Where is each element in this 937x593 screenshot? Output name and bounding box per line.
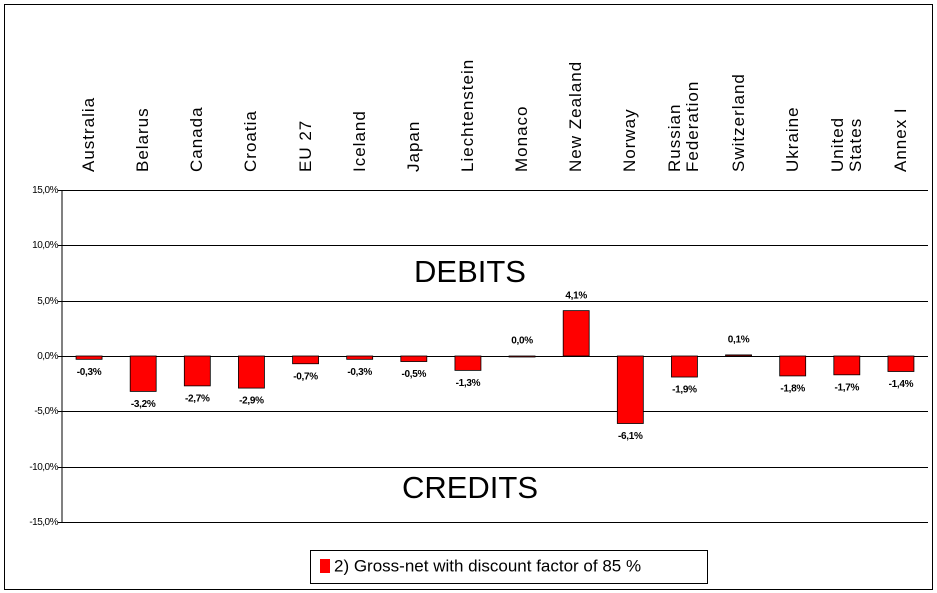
bar <box>346 355 374 360</box>
x-tick-label: Australia <box>79 96 99 172</box>
bar <box>508 355 536 358</box>
data-label: 0,1% <box>728 335 750 346</box>
x-tick-label: Annex I <box>890 107 910 172</box>
x-tick-label: Norway <box>620 108 640 172</box>
bar <box>238 355 265 389</box>
x-tick-label: Japan <box>403 120 423 172</box>
x-tick-label: Liechtenstein <box>457 58 477 172</box>
bar <box>887 355 915 372</box>
bar <box>671 355 698 378</box>
bar <box>129 355 157 392</box>
legend-box <box>310 550 708 584</box>
legend-swatch <box>320 559 330 573</box>
y-tick-label: 10,0% <box>32 240 58 251</box>
data-label: -6,1% <box>618 431 643 442</box>
bar <box>400 355 428 362</box>
data-label: -1,8% <box>780 384 805 395</box>
annotation: CREDITS <box>402 470 538 505</box>
y-tick-label: 0,0% <box>37 351 58 362</box>
y-tick-label: -15,0% <box>29 517 58 528</box>
data-label: -1,3% <box>456 378 481 389</box>
y-tick-label: -5,0% <box>34 406 58 417</box>
x-tick-label: New Zealand <box>566 60 586 172</box>
x-tick-label: Russian Federation <box>665 80 703 172</box>
bar <box>779 355 807 377</box>
data-label: -0,7% <box>293 371 318 382</box>
data-label: -1,4% <box>889 379 914 390</box>
x-tick-label: EU 27 <box>295 119 315 172</box>
bar <box>292 355 319 365</box>
legend-label: 2) Gross-net with discount factor of 85 … <box>334 556 641 575</box>
data-label: -0,5% <box>402 369 427 380</box>
bar <box>562 310 590 357</box>
data-label: 4,1% <box>565 290 587 301</box>
data-label: -1,7% <box>835 382 860 393</box>
x-tick-label: Ukraine <box>782 106 802 172</box>
x-tick-label: Canada <box>187 106 207 172</box>
x-tick-label: Switzerland <box>728 73 748 172</box>
y-tick-label: 15,0% <box>32 185 58 196</box>
chart-border <box>4 4 933 590</box>
bar <box>454 355 482 371</box>
x-tick-label: United States <box>827 116 865 172</box>
bar <box>616 355 644 424</box>
y-tick-label: -10,0% <box>29 462 58 473</box>
data-label: -0,3% <box>347 367 372 378</box>
data-label: -3,2% <box>131 399 156 410</box>
bar <box>183 355 211 387</box>
bar <box>833 355 861 376</box>
data-label: -2,7% <box>185 394 210 405</box>
x-tick-label: Monaco <box>512 105 532 172</box>
x-tick-label: Belarus <box>133 107 153 172</box>
bar <box>75 355 103 360</box>
annotation: DEBITS <box>414 254 526 289</box>
bar <box>725 354 752 357</box>
data-label: -1,9% <box>672 385 697 396</box>
x-tick-label: Croatia <box>241 110 261 172</box>
data-label: 0,0% <box>511 336 533 347</box>
x-tick-label: Iceland <box>349 110 369 172</box>
y-tick-label: 5,0% <box>37 296 58 307</box>
data-label: -0,3% <box>77 367 102 378</box>
data-label: -2,9% <box>239 396 264 407</box>
